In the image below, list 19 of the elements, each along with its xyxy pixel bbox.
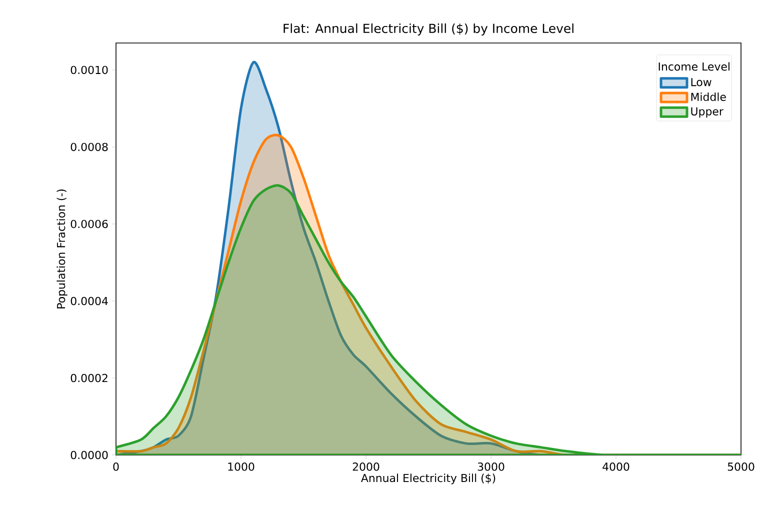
legend-label: Low [691, 78, 712, 86]
y-axis-title: Population Fraction (-) [56, 190, 68, 308]
legend-label: Upper [691, 107, 724, 118]
x-tick-label: 0 [113, 462, 119, 471]
y-tick-label: 0.0002 [70, 374, 108, 382]
y-tick-label: 0.0008 [70, 142, 108, 152]
y-tick-label: 0.0006 [70, 220, 108, 228]
y-tick-label: 0.0000 [70, 450, 108, 460]
x-tick-label: 2000 [352, 462, 380, 471]
x-tick-label: 5000 [728, 462, 754, 471]
x-axis-title: Annual Electricity Bill ($) [361, 474, 496, 484]
x-tick-label: 3000 [478, 462, 504, 471]
y-tick-label: 0.0004 [70, 296, 108, 306]
x-tick-label: 4000 [602, 462, 630, 471]
legend-title: Income Level [658, 62, 730, 71]
chart-title: Flat: Annual Electricity Bill ($) by Income Level [284, 23, 574, 36]
legend-label: Middle [691, 92, 726, 102]
y-tick-label: 0.0010 [70, 66, 108, 74]
x-tick-label: 1000 [228, 462, 254, 471]
